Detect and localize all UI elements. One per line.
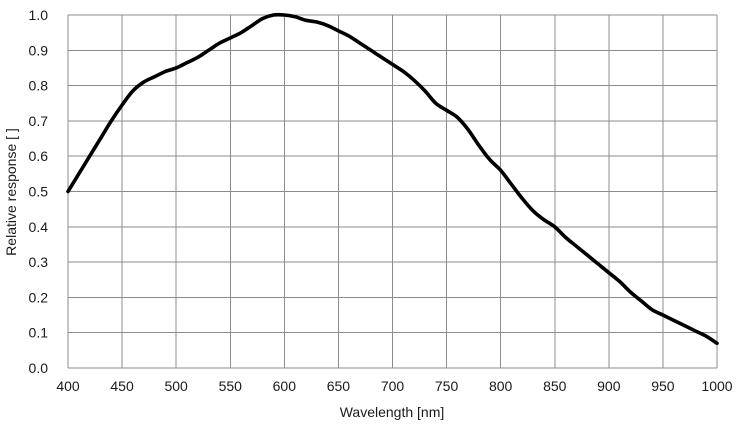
x-tick-label: 500 [164,378,188,394]
y-axis-title: Relative response [ ] [3,128,19,256]
y-tick-label: 0.7 [29,113,49,129]
x-tick-label: 850 [543,378,567,394]
x-tick-label: 600 [273,378,297,394]
series-line-relative-response [66,12,719,346]
x-tick-label: 400 [56,378,80,394]
x-axis-title: Wavelength [nm] [340,404,445,420]
grid [67,14,718,369]
x-tick-label: 800 [489,378,513,394]
y-tick-label: 0.4 [29,219,49,235]
y-axis-tick-labels: 0.0 0.1 0.2 0.3 0.4 0.5 0.6 0.7 0.8 0.9 1.0 [29,7,49,376]
y-tick-label: 0.3 [29,254,49,270]
y-tick-label: 0.8 [29,78,49,94]
y-tick-label: 0.1 [29,325,49,341]
y-tick-label: 0.0 [29,360,49,376]
axes [67,14,718,369]
y-tick-label: 0.9 [29,42,49,58]
x-tick-label: 700 [381,378,405,394]
y-tick-label: 1.0 [29,7,49,23]
x-tick-label: 900 [597,378,621,394]
x-tick-label: 650 [327,378,351,394]
x-tick-label: 550 [219,378,243,394]
y-tick-label: 0.6 [29,148,49,164]
x-tick-label: 1000 [701,378,732,394]
x-axis-tick-labels: 400 450 500 550 600 650 700 750 800 850 900 950 1000 [56,378,732,394]
y-tick-label: 0.2 [29,289,49,305]
x-tick-label: 450 [110,378,134,394]
y-tick-label: 0.5 [29,184,49,200]
x-tick-label: 750 [435,378,459,394]
x-tick-label: 950 [651,378,675,394]
plot-area [66,12,719,346]
